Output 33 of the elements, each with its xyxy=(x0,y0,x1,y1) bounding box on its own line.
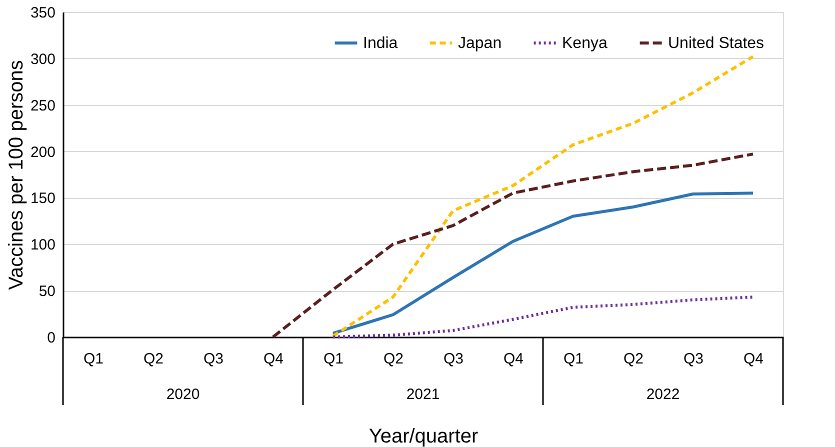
x-tick-label: Q4 xyxy=(743,350,764,368)
x-axis-title: Year/quarter xyxy=(368,426,479,447)
x-tick-label: Q2 xyxy=(623,350,644,368)
y-tick-label: 200 xyxy=(30,144,56,161)
line-series xyxy=(272,152,754,338)
x-tick-label: Q4 xyxy=(263,350,284,368)
x-tick-label: Q1 xyxy=(83,350,104,368)
x-tick-label: Q3 xyxy=(683,350,704,368)
legend-label: United States xyxy=(668,35,764,52)
text: 2020 xyxy=(166,386,200,403)
y-tick-label: 0 xyxy=(47,330,56,346)
y-tick-label: 100 xyxy=(30,236,56,254)
x-tick-label: Q3 xyxy=(443,350,464,368)
x-tick-label: Q2 xyxy=(143,350,164,368)
x-tick-label: Q1 xyxy=(563,350,584,368)
y-tick-label: 150 xyxy=(30,190,56,208)
y-tick-label: 300 xyxy=(30,50,56,68)
legend-label: Japan xyxy=(458,35,502,52)
legend-label: Kenya xyxy=(562,35,608,52)
line-series xyxy=(332,296,754,338)
text: 2021 xyxy=(406,386,440,403)
line-series xyxy=(332,192,754,335)
x-tick-label: Q4 xyxy=(503,350,524,368)
x-tick-label: Q2 xyxy=(383,350,404,368)
y-tick-label: 50 xyxy=(38,283,56,300)
y-tick-label: 350 xyxy=(30,4,56,22)
line-series xyxy=(332,55,754,338)
y-axis-title: Vaccines per 100 persons xyxy=(5,60,28,290)
x-tick-label: Q3 xyxy=(203,350,224,368)
x-tick-label: Q1 xyxy=(323,350,344,368)
text: 2022 xyxy=(646,386,680,403)
y-tick-label: 250 xyxy=(30,97,56,114)
legend-label: India xyxy=(363,35,398,52)
